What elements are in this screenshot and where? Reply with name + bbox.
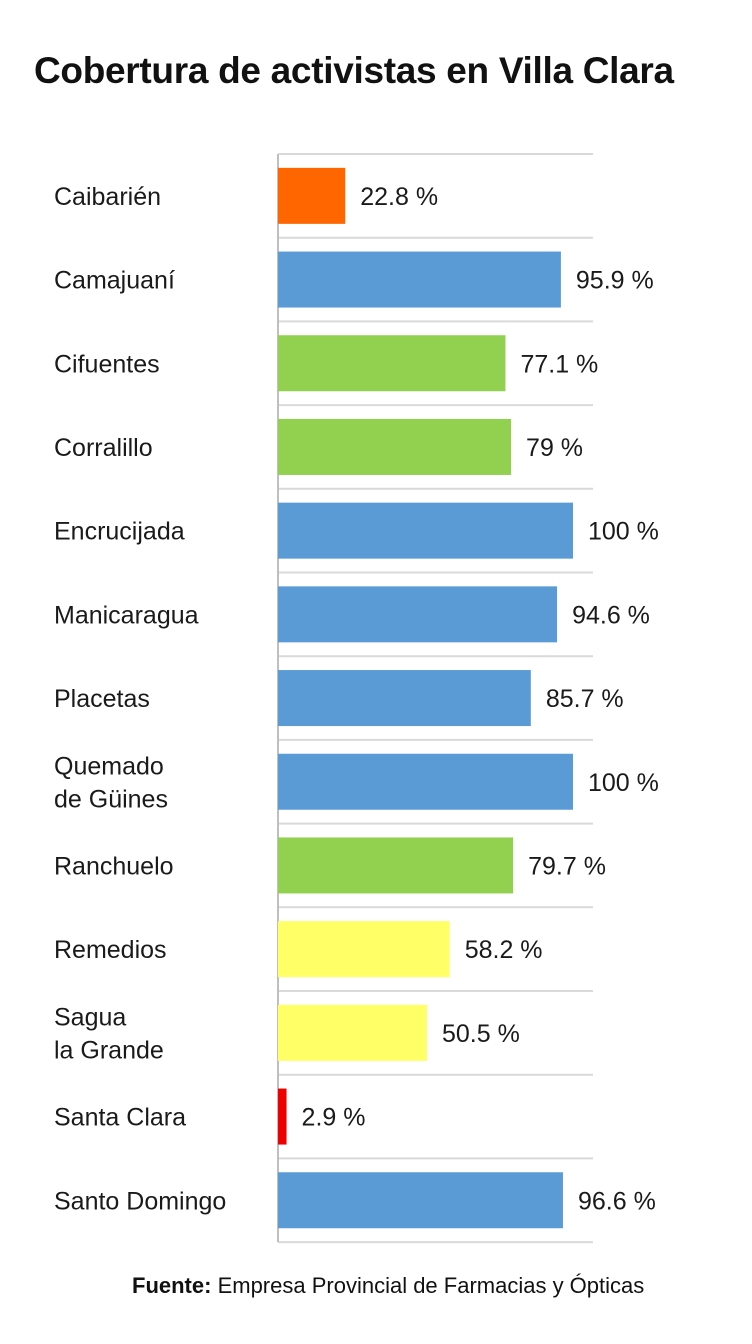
- data-label: 96.6 %: [578, 1187, 656, 1215]
- bar: [278, 670, 531, 727]
- bar: [278, 1172, 563, 1229]
- category-label: Santo Domingo: [54, 1187, 226, 1215]
- category-labels: Caibarién Camajuaní Cifuentes Corralillo Enc…: [54, 183, 226, 1215]
- bar: [278, 251, 561, 308]
- data-label: 79.7 %: [528, 852, 606, 880]
- data-label: 95.9 %: [576, 267, 654, 295]
- data-label: 22.8 %: [360, 183, 438, 211]
- category-label: Camajuaní: [54, 267, 175, 295]
- value-labels: 22.8 % 95.9 % 77.1 % 79 % 100 % 94.6 % 85.7 % 1…: [302, 183, 659, 1215]
- category-label: Sagua la Grande: [54, 1003, 164, 1064]
- bar: [278, 1004, 427, 1061]
- chart-title: Cobertura de activistas en Villa Clara: [34, 50, 674, 91]
- data-label: 85.7 %: [546, 685, 624, 713]
- bar: [278, 921, 450, 978]
- source-note: Fuente: Empresa Provincial de Farmacias …: [132, 1273, 644, 1299]
- category-label: Remedios: [54, 936, 167, 964]
- data-label: 77.1 %: [520, 350, 598, 378]
- category-label: Manicaragua: [54, 601, 199, 629]
- bar: [278, 586, 558, 643]
- bar: [278, 502, 573, 559]
- category-label: Quemado de Güines: [54, 752, 168, 813]
- data-label: 94.6 %: [572, 601, 650, 629]
- category-label: Cifuentes: [54, 350, 160, 378]
- bars: [278, 167, 573, 1229]
- data-label: 100 %: [588, 518, 659, 546]
- bar: [278, 418, 512, 475]
- data-label: 50.5 %: [442, 1020, 520, 1048]
- data-label: 100 %: [588, 769, 659, 797]
- bar: [278, 753, 573, 810]
- data-label: 79 %: [526, 434, 583, 462]
- bar: [278, 1088, 287, 1145]
- category-label: Encrucijada: [54, 518, 185, 546]
- bar: [278, 837, 514, 894]
- bar: [278, 335, 506, 392]
- source-prefix: Fuente:: [132, 1273, 212, 1298]
- category-label: Ranchuelo: [54, 852, 174, 880]
- source-text: Empresa Provincial de Farmacias y Óptica…: [211, 1273, 645, 1298]
- bar: [278, 167, 346, 224]
- category-label: Placetas: [54, 685, 150, 713]
- category-label: Corralillo: [54, 434, 153, 462]
- data-label: 2.9 %: [302, 1104, 366, 1132]
- data-label: 58.2 %: [465, 936, 543, 964]
- category-label: Santa Clara: [54, 1104, 186, 1132]
- category-label: Caibarién: [54, 183, 161, 211]
